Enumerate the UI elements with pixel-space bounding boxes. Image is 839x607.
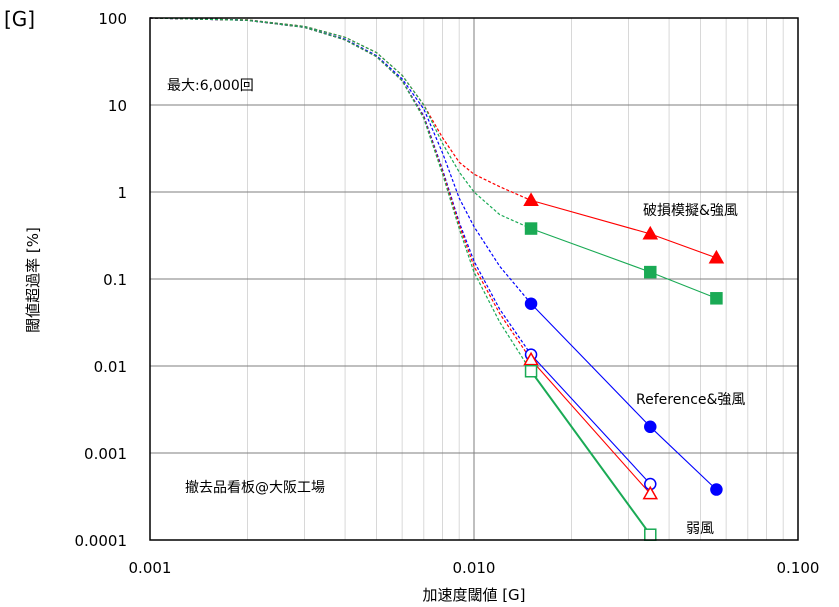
corner-label: [G] — [4, 7, 35, 31]
trend-line — [149, 17, 532, 372]
annotation-sample: 撤去品看板@大阪工場 — [185, 480, 325, 496]
data-point-triangle — [708, 249, 725, 264]
annotation-reference-strong-wind: Reference&強風 — [636, 392, 745, 408]
plot-frame — [149, 17, 799, 541]
data-point-triangle — [523, 351, 539, 366]
data-point-triangle — [642, 225, 659, 240]
annotation-max-count: 最大:6,000回 — [167, 78, 254, 94]
y-tick-label: 100 — [98, 10, 127, 28]
grid — [150, 18, 798, 540]
trend-line — [149, 17, 532, 230]
annotation-damage-strong-wind: 破損模擬&強風 — [643, 203, 738, 219]
data-point-square — [644, 265, 657, 279]
markers — [523, 192, 725, 541]
data-point-square — [524, 222, 538, 235]
y-tick-label: 10 — [108, 97, 127, 115]
x-tick-label: 0.010 — [453, 559, 496, 577]
data-point-triangle — [523, 192, 539, 207]
data-point-triangle — [642, 485, 659, 500]
y-tick-label: 0.1 — [103, 271, 127, 289]
series-line — [530, 370, 652, 536]
series-line — [530, 359, 651, 495]
trend-lines — [149, 17, 532, 372]
y-tick-label: 0.0001 — [75, 532, 128, 550]
y-tick-label: 0.001 — [84, 445, 127, 463]
annotation-weak-wind: 弱風 — [686, 521, 714, 537]
y-tick-label: 0.01 — [94, 358, 127, 376]
data-point-square — [644, 528, 657, 541]
x-tick-label: 0.100 — [777, 559, 820, 577]
data-point-square — [710, 292, 723, 305]
data-point-square — [524, 365, 538, 378]
series-line — [530, 354, 651, 485]
x-axis-label: 加速度閾値 [G] — [422, 586, 525, 604]
data-point-circle — [644, 420, 657, 434]
data-point-circle — [710, 483, 723, 496]
y-tick-label: 1 — [117, 184, 127, 202]
data-point-circle — [524, 297, 538, 310]
x-tick-label: 0.001 — [129, 559, 172, 577]
y-axis-label: 閾値超過率 [%] — [24, 227, 42, 333]
